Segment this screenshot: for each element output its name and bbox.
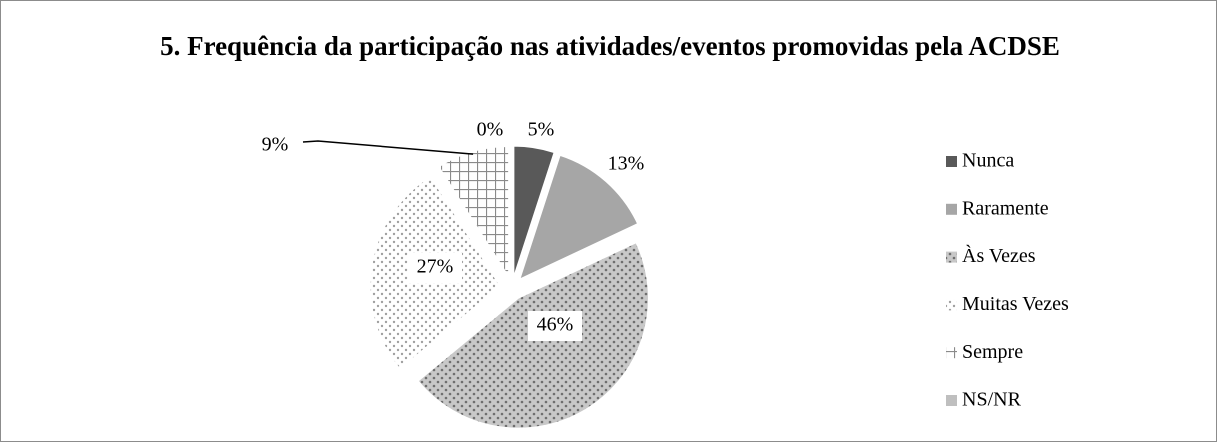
data-label: 5% — [528, 119, 555, 141]
data-label: 27% — [417, 256, 454, 278]
pie-slice — [438, 145, 510, 279]
data-label: 46% — [537, 314, 574, 336]
legend-swatch — [946, 203, 957, 215]
data-label: 9% — [262, 134, 289, 156]
legend-swatch — [946, 347, 957, 359]
pie-slice — [519, 154, 639, 280]
data-label: 0% — [477, 119, 504, 141]
label-box — [528, 311, 582, 341]
legend-label: NS/NR — [962, 389, 1022, 411]
legend-swatch — [946, 395, 957, 406]
data-label: 13% — [608, 153, 645, 175]
pie-slice — [513, 145, 555, 277]
legend-swatch — [946, 156, 957, 167]
legend-swatch — [946, 251, 957, 263]
label-box — [408, 253, 462, 283]
legend-swatch — [946, 299, 957, 311]
legend-label: Nunca — [962, 150, 1014, 172]
legend-label: Sempre — [962, 341, 1023, 363]
legend-label: Às Vezes — [962, 244, 1036, 267]
leader-line — [302, 140, 474, 155]
legend-label: Muitas Vezes — [962, 293, 1069, 315]
legend-label: Raramente — [962, 197, 1049, 219]
chart-title: 5. Frequência da participação nas ativid… — [160, 31, 1060, 61]
